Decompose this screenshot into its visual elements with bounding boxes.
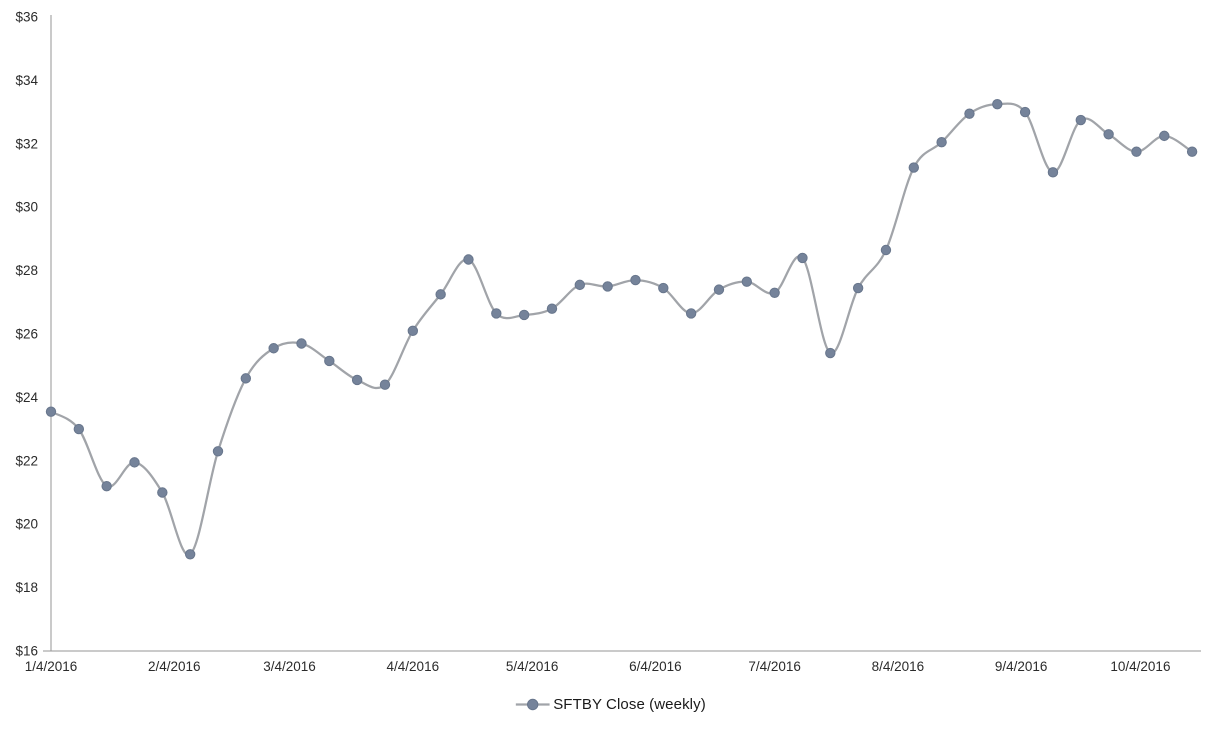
data-point-marker [769, 287, 780, 298]
data-point-marker [157, 487, 168, 498]
data-point-marker [685, 308, 697, 319]
data-point-marker [518, 309, 530, 321]
data-point-marker [73, 423, 85, 435]
y-axis-label: $18 [15, 580, 38, 595]
data-point-marker [825, 347, 836, 359]
data-point-marker [908, 162, 919, 173]
data-point-marker [602, 281, 613, 292]
y-axis-label: $36 [15, 10, 38, 25]
data-point-marker [1075, 114, 1086, 126]
legend: SFTBY Close (weekly) [515, 696, 706, 713]
data-point-marker [491, 308, 502, 319]
data-point-marker [1103, 129, 1114, 140]
data-point-marker [992, 98, 1003, 110]
x-axis-label: 8/4/2016 [872, 659, 925, 674]
data-point-marker [546, 303, 558, 314]
legend-marker-icon [515, 698, 550, 711]
x-axis-label: 10/4/2016 [1110, 659, 1170, 674]
y-axis-label: $30 [15, 200, 38, 215]
data-point-marker [129, 457, 140, 468]
data-point-marker [1019, 106, 1031, 118]
data-point-marker [268, 343, 279, 354]
data-point-marker [713, 284, 725, 295]
data-point-marker [324, 355, 335, 367]
y-axis-label: $22 [15, 453, 38, 468]
data-point-marker [351, 374, 363, 386]
x-axis-label: 5/4/2016 [506, 659, 559, 674]
data-point-marker [184, 549, 196, 560]
x-axis-label: 1/4/2016 [25, 659, 78, 674]
y-axis-label: $26 [15, 327, 38, 342]
data-point-marker [1159, 130, 1170, 142]
data-point-marker [574, 279, 586, 291]
y-axis-label: $32 [15, 136, 38, 151]
data-point-marker [852, 282, 864, 294]
x-axis-label: 4/4/2016 [387, 659, 440, 674]
x-axis-label: 7/4/2016 [748, 659, 801, 674]
data-point-marker [212, 446, 224, 457]
data-point-marker [1186, 146, 1198, 157]
data-point-marker [463, 254, 474, 265]
data-point-marker [407, 325, 419, 337]
data-point-marker [797, 252, 808, 264]
data-point-marker [296, 338, 307, 349]
legend-label: SFTBY Close (weekly) [553, 696, 706, 713]
data-point-marker [1047, 167, 1059, 178]
data-point-marker [240, 373, 252, 384]
data-point-marker [936, 137, 947, 148]
series-line [49, 102, 1194, 556]
data-point-marker [379, 379, 391, 390]
data-point-marker [964, 108, 975, 119]
data-point-marker [630, 274, 641, 286]
x-axis-label: 9/4/2016 [995, 659, 1048, 674]
y-axis-label: $16 [15, 644, 38, 659]
data-point-marker [1131, 146, 1142, 157]
x-axis-label: 2/4/2016 [148, 659, 201, 674]
data-point-marker [880, 244, 892, 256]
y-axis-label: $28 [15, 263, 38, 278]
data-point-marker [435, 289, 446, 300]
y-axis-label: $34 [15, 73, 38, 88]
y-axis-label: $20 [15, 517, 38, 532]
y-axis-label: $24 [15, 390, 38, 405]
data-point-marker [101, 480, 112, 492]
data-point-marker [658, 282, 669, 294]
data-point-marker [741, 276, 752, 287]
x-axis-label: 3/4/2016 [263, 659, 316, 674]
x-axis-label: 6/4/2016 [629, 659, 682, 674]
data-point-marker [45, 406, 57, 417]
